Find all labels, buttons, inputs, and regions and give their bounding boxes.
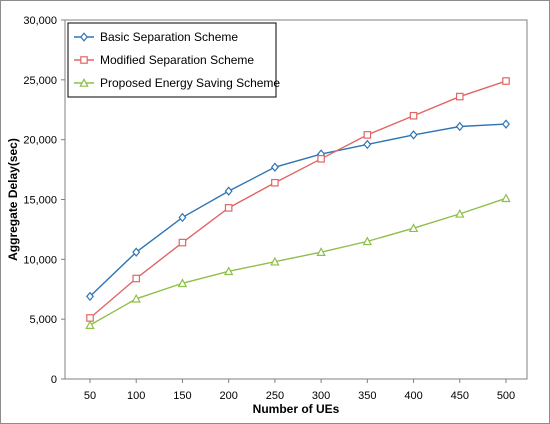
data-point	[455, 208, 465, 218]
data-point	[86, 291, 94, 302]
y-tick-label: 20,000	[23, 135, 57, 147]
series-layer	[85, 77, 511, 329]
series-2	[86, 77, 510, 322]
x-tick-label: 450	[451, 390, 469, 402]
legend-box	[67, 22, 277, 98]
data-point	[409, 111, 418, 120]
x-axis-title: Number of UEs	[253, 402, 340, 416]
legend-label: Proposed Energy Saving Scheme	[100, 76, 280, 90]
data-point	[363, 131, 372, 139]
x-axis: 50 100 150 200 250 300 350 400 450 500	[84, 379, 515, 402]
legend-item: Proposed Energy Saving Scheme	[74, 76, 280, 90]
data-point	[132, 274, 141, 283]
series-line	[89, 80, 507, 319]
legend: Basic Separation Scheme Modified Separati…	[67, 22, 280, 98]
data-point	[409, 130, 418, 140]
x-tick-label: 350	[358, 390, 376, 402]
legend-item: Modified Separation Scheme	[74, 53, 254, 67]
legend-marker	[80, 56, 88, 64]
y-tick-label: 25,000	[23, 75, 57, 87]
series-1	[86, 119, 510, 302]
data-point	[85, 320, 95, 329]
legend-label: Modified Separation Scheme	[100, 53, 254, 67]
y-axis-title: Aggregate Delay(sec)	[6, 138, 20, 261]
x-tick-label: 100	[127, 390, 145, 402]
y-tick-label: 5,000	[29, 314, 57, 326]
legend-label: Basic Separation Scheme	[100, 30, 238, 44]
data-point	[501, 193, 511, 203]
data-point	[178, 212, 187, 223]
legend-marker	[80, 32, 88, 42]
y-axis: 0 5,000 10,000 15,000 20,000 25,000 30,000	[23, 15, 65, 386]
series-line	[89, 123, 507, 297]
x-tick-label: 300	[312, 390, 330, 402]
x-tick-label: 500	[497, 390, 515, 402]
data-point	[271, 178, 279, 187]
data-point	[316, 247, 326, 256]
legend-marker	[79, 78, 89, 87]
y-tick-label: 30,000	[23, 15, 57, 27]
data-point	[270, 162, 279, 172]
data-point	[178, 238, 187, 247]
data-point	[270, 256, 280, 266]
x-tick-label: 150	[173, 390, 191, 402]
legend-item: Basic Separation Scheme	[74, 30, 238, 44]
data-point	[502, 77, 510, 85]
y-tick-label: 10,000	[23, 254, 57, 266]
series-line	[89, 197, 507, 326]
series-3	[85, 193, 511, 329]
data-point	[223, 266, 234, 276]
data-point	[455, 92, 464, 101]
x-tick-label: 50	[84, 390, 96, 402]
x-tick-label: 400	[404, 390, 422, 402]
y-tick-label: 0	[51, 374, 57, 386]
data-point	[455, 121, 464, 132]
data-point	[224, 186, 233, 196]
data-point	[317, 155, 325, 163]
data-point	[132, 247, 141, 257]
data-point	[131, 293, 141, 303]
data-point	[408, 223, 419, 233]
y-tick-label: 15,000	[23, 195, 57, 207]
data-point	[224, 204, 233, 212]
data-point	[502, 119, 510, 129]
x-tick-label: 200	[219, 390, 237, 402]
data-point	[177, 278, 188, 288]
data-point	[363, 139, 372, 150]
data-point	[362, 236, 373, 246]
x-tick-label: 250	[266, 390, 284, 402]
